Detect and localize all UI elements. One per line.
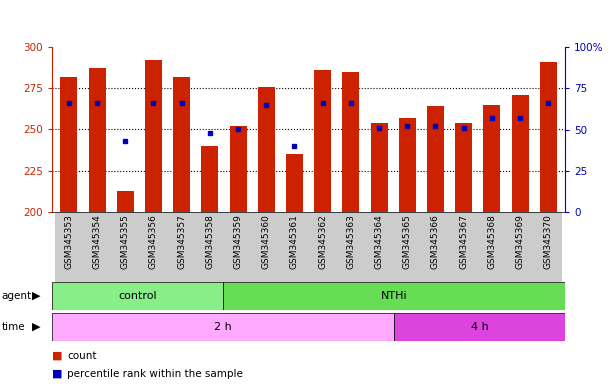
Bar — [117, 190, 134, 212]
Bar — [506, 212, 534, 282]
Text: control: control — [118, 291, 157, 301]
Bar — [52, 313, 394, 341]
Bar — [252, 212, 280, 282]
Text: NTHi: NTHi — [381, 291, 408, 301]
Text: agent: agent — [1, 291, 31, 301]
Bar — [83, 212, 111, 282]
Bar — [55, 212, 83, 282]
Bar — [371, 123, 387, 212]
Text: ▶: ▶ — [32, 322, 40, 332]
Text: GSM345361: GSM345361 — [290, 214, 299, 269]
Text: GSM345359: GSM345359 — [233, 214, 243, 269]
Bar — [337, 212, 365, 282]
Text: ■: ■ — [52, 369, 62, 379]
Bar — [230, 126, 246, 212]
Bar — [223, 282, 565, 310]
Text: GSM345358: GSM345358 — [205, 214, 214, 269]
Bar — [478, 212, 506, 282]
Bar — [455, 123, 472, 212]
Text: GSM345363: GSM345363 — [346, 214, 356, 269]
Text: 4 h: 4 h — [470, 322, 489, 332]
Bar — [286, 154, 303, 212]
Bar — [534, 212, 562, 282]
Text: GSM345354: GSM345354 — [92, 214, 101, 269]
Text: percentile rank within the sample: percentile rank within the sample — [67, 369, 243, 379]
Text: time: time — [1, 322, 25, 332]
Bar — [89, 68, 106, 212]
Bar — [393, 212, 422, 282]
Bar — [483, 105, 500, 212]
Text: ■: ■ — [52, 351, 62, 361]
Text: count: count — [67, 351, 97, 361]
Bar — [196, 212, 224, 282]
Text: GSM345357: GSM345357 — [177, 214, 186, 269]
Text: GSM345364: GSM345364 — [375, 214, 384, 269]
Bar — [280, 212, 309, 282]
Bar — [173, 77, 190, 212]
Bar — [224, 212, 252, 282]
Text: GSM345362: GSM345362 — [318, 214, 327, 269]
Bar — [314, 70, 331, 212]
Bar — [399, 118, 415, 212]
Bar — [167, 212, 196, 282]
Bar — [258, 87, 275, 212]
Text: GSM345369: GSM345369 — [516, 214, 525, 269]
Bar — [111, 212, 139, 282]
Bar — [365, 212, 393, 282]
Text: GSM345368: GSM345368 — [488, 214, 496, 269]
Bar — [309, 212, 337, 282]
Bar — [511, 95, 529, 212]
Bar — [60, 77, 78, 212]
Text: ▶: ▶ — [32, 291, 40, 301]
Bar — [450, 212, 478, 282]
Text: GSM345367: GSM345367 — [459, 214, 468, 269]
Text: GSM345360: GSM345360 — [262, 214, 271, 269]
Text: GSM345353: GSM345353 — [64, 214, 73, 269]
Bar — [52, 282, 223, 310]
Bar — [145, 60, 162, 212]
Bar — [427, 106, 444, 212]
Text: GSM345370: GSM345370 — [544, 214, 553, 269]
Text: GSM345355: GSM345355 — [121, 214, 130, 269]
Text: GSM345356: GSM345356 — [149, 214, 158, 269]
Bar — [202, 146, 218, 212]
Bar — [540, 62, 557, 212]
Bar — [422, 212, 450, 282]
Text: 2 h: 2 h — [214, 322, 232, 332]
Bar — [139, 212, 167, 282]
Text: GSM345365: GSM345365 — [403, 214, 412, 269]
Bar — [342, 72, 359, 212]
Bar — [394, 313, 565, 341]
Text: GSM345366: GSM345366 — [431, 214, 440, 269]
